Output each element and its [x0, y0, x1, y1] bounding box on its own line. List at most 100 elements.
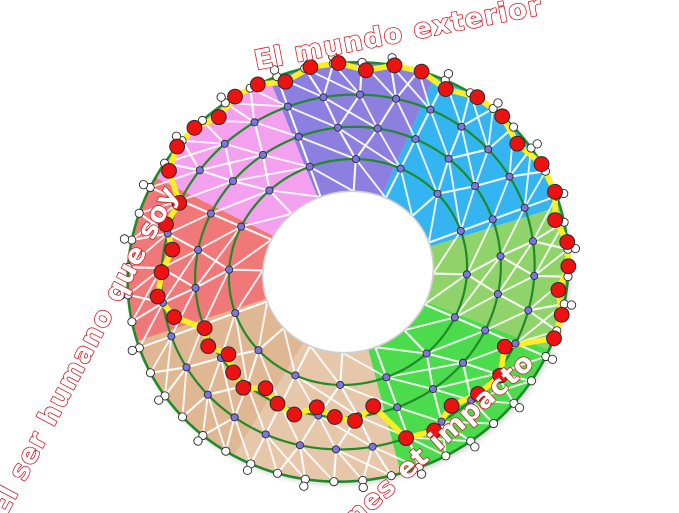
- spoke-line: [322, 96, 339, 129]
- spoke-diagonal: [170, 286, 197, 338]
- sector-wedge-tostado: [137, 298, 304, 456]
- node-mid: [426, 105, 435, 114]
- node-mid: [505, 172, 514, 181]
- node-mid: [481, 326, 490, 335]
- spoke-diagonal: [403, 316, 456, 332]
- node-major: [277, 73, 294, 90]
- node-major: [200, 338, 217, 355]
- node-major: [249, 76, 266, 93]
- node-major: [398, 430, 415, 447]
- spoke-diagonal: [376, 127, 402, 170]
- spoke-line: [465, 273, 500, 296]
- spoke-diagonal: [460, 125, 476, 188]
- node-major: [559, 234, 576, 250]
- node-major: [437, 81, 454, 97]
- spoke-line: [425, 352, 465, 364]
- node-mid: [237, 222, 246, 231]
- node-minor: [358, 482, 368, 493]
- spoke-line: [352, 158, 357, 193]
- node-minor: [329, 477, 339, 487]
- spoke-line: [423, 303, 456, 319]
- spoke-diagonal: [130, 199, 182, 241]
- spoke-line: [336, 126, 357, 161]
- node-minor: [242, 465, 253, 476]
- spoke-line: [414, 108, 432, 141]
- node-mid: [528, 237, 538, 246]
- spoke-diagonal: [201, 393, 209, 437]
- node-mid: [254, 346, 263, 355]
- spoke-line: [459, 218, 494, 233]
- spoke-line: [499, 240, 535, 258]
- spoke-line: [181, 139, 201, 172]
- node-major: [547, 183, 563, 200]
- spoke-line: [508, 170, 547, 178]
- node-major: [227, 88, 243, 105]
- node-minor: [197, 115, 207, 126]
- node-mid: [411, 135, 420, 144]
- spoke-line: [231, 180, 271, 192]
- spoke-line: [440, 420, 447, 457]
- spoke-line: [527, 309, 558, 332]
- spoke-diagonal: [298, 444, 335, 483]
- spoke-diagonal: [206, 356, 222, 396]
- spoke-diagonal: [286, 105, 339, 129]
- node-mid: [351, 155, 360, 164]
- spoke-line: [294, 344, 312, 377]
- node-minor: [216, 92, 226, 102]
- spoke-line: [181, 393, 209, 419]
- node-minor: [547, 354, 558, 365]
- node-mid: [462, 270, 471, 279]
- spoke-diagonal: [474, 148, 490, 188]
- spoke-line: [432, 272, 468, 276]
- spoke-line: [371, 445, 393, 477]
- node-major: [308, 399, 325, 416]
- spoke-line: [461, 361, 473, 402]
- node-mid: [331, 445, 341, 454]
- spoke-line: [286, 105, 300, 138]
- node-minor: [193, 436, 203, 446]
- spoke-diagonal: [322, 96, 379, 130]
- spoke-line: [130, 301, 165, 323]
- node-mid: [195, 166, 204, 175]
- spoke-line: [354, 127, 379, 161]
- spoke-diagonal: [385, 376, 434, 391]
- node-major: [164, 241, 181, 258]
- spoke-line: [257, 326, 285, 352]
- spoke-line: [411, 192, 439, 218]
- spoke-line: [361, 445, 374, 482]
- node-minor: [416, 469, 427, 479]
- spoke-line: [261, 153, 271, 192]
- node-mid: [520, 203, 529, 212]
- node-mid: [294, 132, 303, 141]
- spoke-line: [436, 185, 477, 195]
- node-major: [186, 119, 203, 136]
- node-mid: [261, 430, 270, 439]
- spoke-diagonal: [440, 420, 495, 425]
- spoke-line: [228, 268, 264, 272]
- node-minor: [116, 290, 126, 301]
- spoke-line: [209, 212, 243, 228]
- spoke-line: [453, 316, 487, 332]
- spoke-diagonal: [181, 366, 188, 418]
- node-mid: [433, 189, 442, 198]
- spoke-diagonal: [425, 329, 487, 355]
- spoke-line: [436, 157, 450, 195]
- spoke-diagonal: [336, 126, 402, 170]
- spoke-line: [431, 388, 443, 423]
- node-mid: [206, 209, 215, 218]
- spoke-diagonal: [206, 393, 227, 453]
- node-minor: [272, 468, 282, 478]
- spoke-line: [276, 444, 301, 475]
- node-mid: [228, 177, 238, 186]
- spoke-line: [332, 448, 338, 483]
- node-minor: [123, 262, 133, 272]
- spoke-diagonal: [432, 372, 498, 391]
- spoke-diagonal: [282, 326, 297, 377]
- node-minor: [127, 317, 137, 327]
- node-mid: [305, 162, 314, 171]
- spoke-diagonal: [149, 169, 201, 189]
- node-mid: [291, 371, 300, 380]
- spoke-diagonal: [179, 180, 234, 202]
- spoke-diagonal: [523, 170, 547, 209]
